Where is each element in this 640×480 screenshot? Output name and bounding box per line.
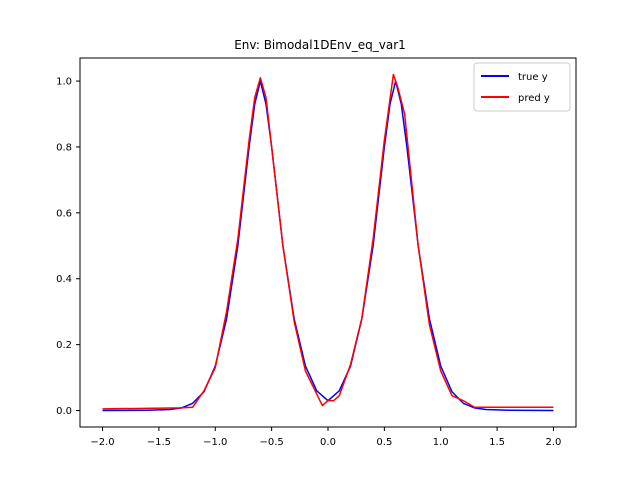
x-tick-label: 1.0 xyxy=(433,437,449,448)
y-axis: 0.0 0.2 0.4 0.6 0.8 1.0 xyxy=(56,77,80,417)
x-tick-label: 2.0 xyxy=(546,437,562,448)
legend: true y pred y xyxy=(473,62,571,112)
y-tick-label: 0.0 xyxy=(56,406,72,417)
series-line-pred-y xyxy=(102,73,554,410)
plot-area: −2.0 −1.5 −1.0 −0.5 0.0 0.5 1.0 1.5 2.0 0.00.20.… xyxy=(56,57,577,448)
y-tick-label: 0.8 xyxy=(56,142,72,153)
x-tick-label: 1.5 xyxy=(489,437,505,448)
y-tick-label: 0.6 xyxy=(56,208,72,219)
legend-label-true-y: true y xyxy=(518,72,548,83)
chart-title: Env: Bimodal1DEnv_eq_var1 xyxy=(234,38,406,52)
y-tick-label: 0.4 xyxy=(56,274,72,285)
x-tick-label: −1.0 xyxy=(203,437,227,448)
y-tick-label: 1.0 xyxy=(56,77,72,88)
legend-label-pred-y: pred y xyxy=(518,93,550,104)
series-layer xyxy=(102,73,554,412)
y-tick-label: 0.2 xyxy=(56,340,72,351)
x-tick-label: −2.0 xyxy=(90,437,114,448)
x-axis: −2.0 −1.5 −1.0 −0.5 0.0 0.5 1.0 1.5 2.0 xyxy=(90,427,561,448)
x-tick-label: −1.5 xyxy=(147,437,171,448)
x-tick-label: 0.0 xyxy=(320,437,336,448)
x-tick-label: 0.5 xyxy=(376,437,392,448)
x-tick-label: −0.5 xyxy=(259,437,283,448)
